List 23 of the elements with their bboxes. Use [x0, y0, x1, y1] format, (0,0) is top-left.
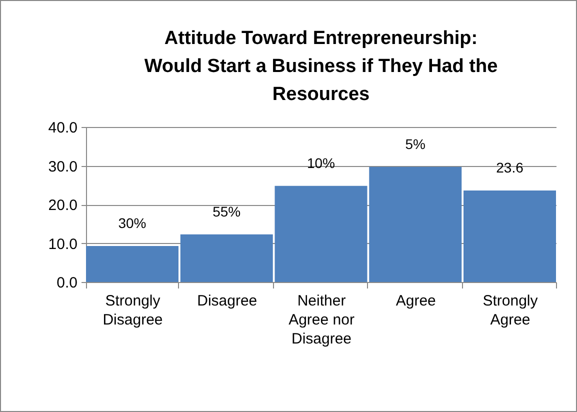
y-tick-label: 20.0 [48, 197, 78, 214]
y-tick-label: 30.0 [48, 158, 78, 176]
x-tick-label: Strongly Disagree [102, 292, 163, 328]
annotation: 10% [306, 154, 336, 171]
x-tick-label: Neither Agree nor Disagree [288, 292, 354, 348]
bar [464, 190, 556, 282]
annotation: 23.6 [496, 160, 524, 176]
text: Would Start a Business if They Had the [144, 56, 498, 77]
bar [86, 246, 178, 282]
text: Attitude Toward Entrepreneurship: [164, 28, 478, 49]
x-tick-label: Strongly Agree [482, 292, 538, 328]
y-tick-label: 10.0 [48, 236, 78, 253]
bar [274, 186, 368, 282]
bar [180, 234, 273, 282]
x-tick-label: Disagree [197, 292, 258, 310]
annotation: 55% [212, 203, 241, 220]
bar [369, 166, 462, 282]
annotation: 5% [405, 136, 426, 152]
annotation: 30% [118, 214, 146, 231]
y-tick-label: 40.0 [48, 120, 78, 136]
x-tick-label: Agree [396, 292, 436, 310]
text: Resources [272, 84, 370, 105]
y-tick-label: 0.0 [56, 274, 78, 292]
